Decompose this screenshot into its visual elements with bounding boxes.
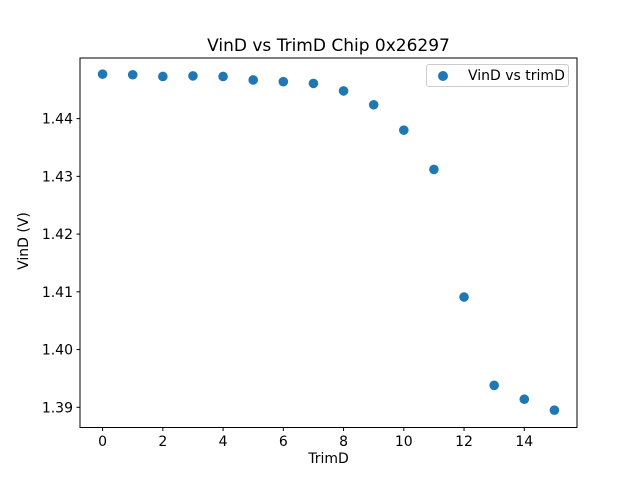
y-tick-label: 1.41 xyxy=(42,285,73,301)
scatter-point xyxy=(188,71,198,81)
chart-title: VinD vs TrimD Chip 0x26297 xyxy=(207,36,450,56)
y-tick-label: 1.42 xyxy=(42,227,73,243)
scatter-point xyxy=(308,78,319,89)
scatter-point xyxy=(338,86,349,96)
x-tick-label: 2 xyxy=(158,434,167,450)
scatter-point xyxy=(97,69,108,79)
y-axis-label: VinD (V) xyxy=(16,212,32,270)
legend: VinD vs trimD xyxy=(426,64,569,87)
scatter-point xyxy=(549,405,560,415)
scatter-point xyxy=(158,71,168,82)
x-tick-label: 12 xyxy=(455,434,473,450)
plot-border xyxy=(79,57,578,428)
scatter-point xyxy=(519,394,530,405)
scatter-point xyxy=(127,69,138,80)
x-tick-label: 4 xyxy=(219,434,228,450)
y-tick-label: 1.40 xyxy=(42,343,73,359)
scatter-point xyxy=(248,75,258,85)
scatter-point xyxy=(489,380,499,391)
x-axis-label: TrimD xyxy=(308,451,349,467)
y-tick-label: 1.39 xyxy=(42,400,73,416)
scatter-point xyxy=(399,125,409,135)
y-tick-label: 1.43 xyxy=(42,169,73,185)
x-tick-label: 14 xyxy=(515,434,533,450)
y-tick-label: 1.44 xyxy=(42,112,73,128)
legend-label: VinD vs trimD xyxy=(468,67,565,84)
scatter-point xyxy=(459,292,469,302)
x-tick-label: 8 xyxy=(339,434,348,450)
legend-marker-icon xyxy=(438,70,448,81)
x-tick-label: 6 xyxy=(279,434,288,450)
scatter-point xyxy=(278,76,289,87)
x-tick-label: 0 xyxy=(98,434,107,450)
scatter-point xyxy=(429,164,439,175)
scatter-point xyxy=(368,99,379,110)
scatter-point xyxy=(218,71,228,82)
x-tick-label: 10 xyxy=(395,434,413,450)
